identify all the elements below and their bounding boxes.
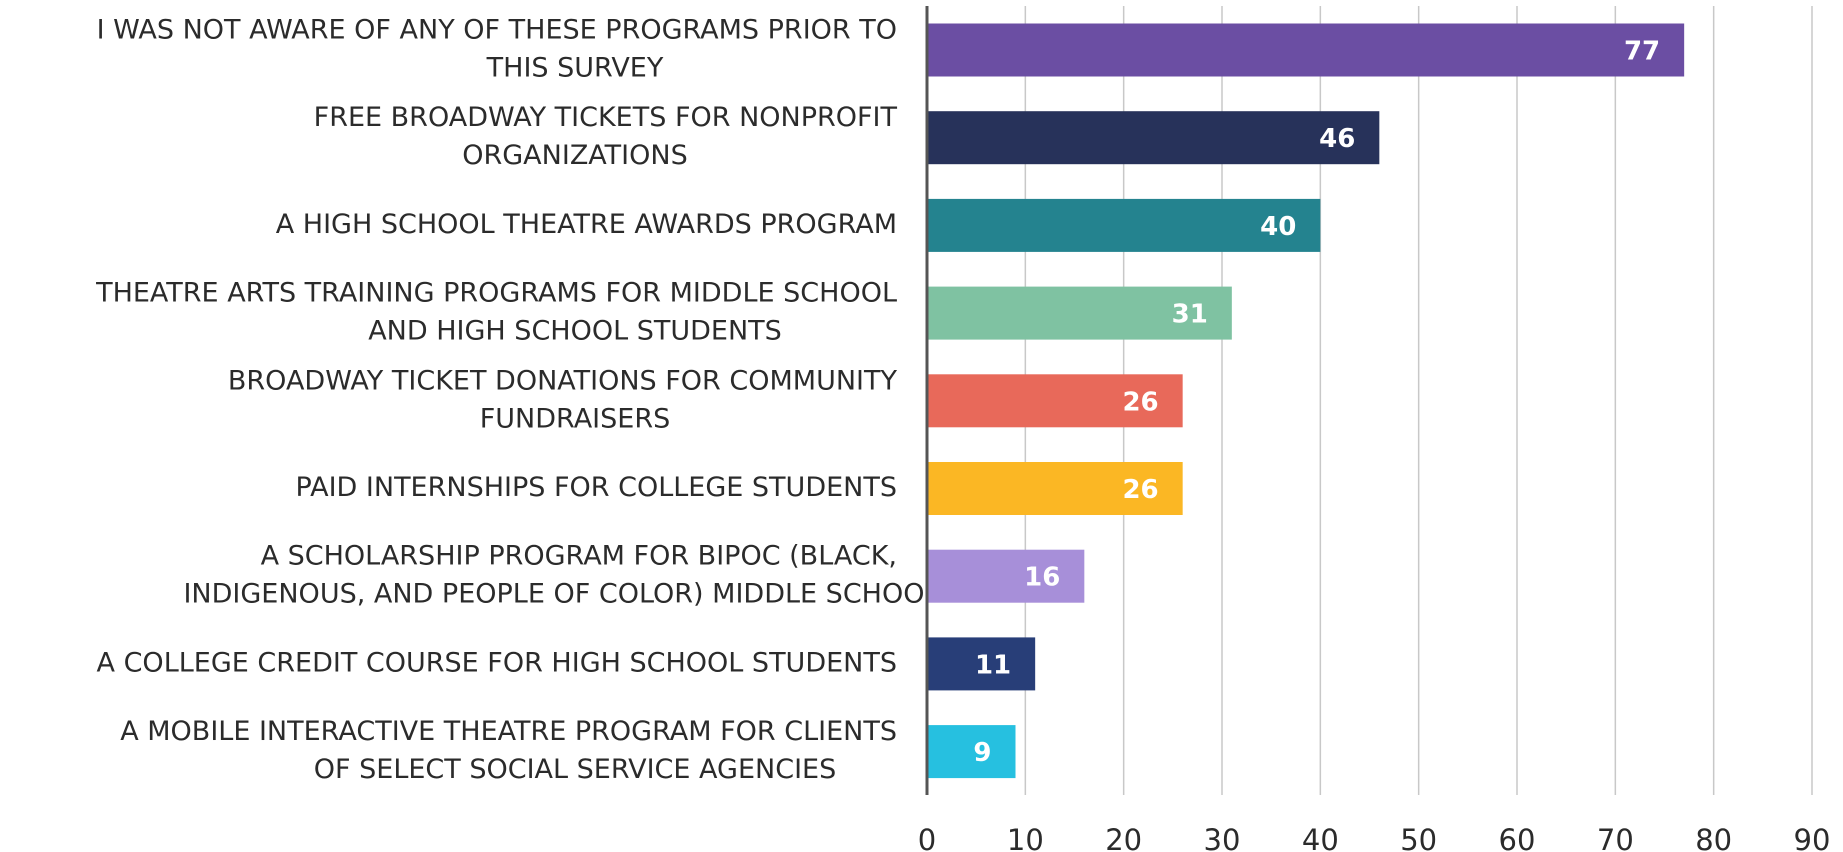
- x-tick-label: 70: [1597, 823, 1634, 852]
- value-label: 9: [973, 738, 991, 768]
- bar: [927, 286, 1232, 340]
- x-tick-label: 40: [1302, 823, 1339, 852]
- y-tick-label: A COLLEGE CREDIT COURSE FOR HIGH SCHOOL …: [97, 647, 897, 678]
- x-tick-label: 90: [1794, 823, 1831, 852]
- x-tick-label: 80: [1695, 823, 1732, 852]
- y-tick-label: A SCHOLARSHIP PROGRAM FOR BIPOC (BLACK,: [261, 541, 897, 572]
- x-tick-label: 20: [1105, 823, 1142, 852]
- x-tick-label: 50: [1400, 823, 1437, 852]
- value-label: 11: [975, 650, 1011, 680]
- y-tick-label: A MOBILE INTERACTIVE THEATRE PROGRAM FOR…: [120, 716, 897, 747]
- x-tick-label: 60: [1499, 823, 1536, 852]
- bar: [927, 111, 1380, 165]
- x-tick-label: 10: [1007, 823, 1044, 852]
- value-label: 26: [1122, 475, 1158, 505]
- value-label: 31: [1172, 300, 1208, 330]
- bar: [927, 549, 1085, 603]
- value-label: 16: [1024, 563, 1060, 593]
- y-tick-label: OF SELECT SOCIAL SERVICE AGENCIES: [314, 754, 837, 785]
- bar: [927, 198, 1321, 252]
- bar: [927, 725, 1016, 779]
- y-tick-label: A HIGH SCHOOL THEATRE AWARDS PROGRAM: [276, 209, 897, 240]
- y-tick-label: THEATRE ARTS TRAINING PROGRAMS FOR MIDDL…: [95, 278, 897, 309]
- bar: [927, 462, 1183, 515]
- y-tick-label: PAID INTERNSHIPS FOR COLLEGE STUDENTS: [296, 472, 897, 503]
- value-label: 26: [1122, 387, 1158, 417]
- value-label: 40: [1260, 212, 1296, 242]
- y-tick-label: THIS SURVEY: [486, 53, 664, 84]
- bar: [927, 637, 1036, 691]
- y-tick-label: ORGANIZATIONS: [462, 140, 687, 171]
- bar: [927, 23, 1685, 77]
- y-tick-label: FREE BROADWAY TICKETS FOR NONPROFIT: [314, 102, 898, 133]
- value-label: 46: [1319, 124, 1355, 154]
- x-tick-label: 0: [918, 823, 936, 852]
- bar: [927, 374, 1183, 428]
- y-tick-label: FUNDRAISERS: [480, 403, 670, 434]
- value-label: 77: [1624, 37, 1660, 67]
- x-tick-label: 30: [1204, 823, 1241, 852]
- y-tick-label: INDIGENOUS, AND PEOPLE OF COLOR) MIDDLE …: [183, 579, 966, 610]
- y-tick-label: AND HIGH SCHOOL STUDENTS: [368, 316, 782, 347]
- y-tick-label: I WAS NOT AWARE OF ANY OF THESE PROGRAMS…: [97, 15, 897, 46]
- y-tick-label: BROADWAY TICKET DONATIONS FOR COMMUNITY: [228, 365, 898, 396]
